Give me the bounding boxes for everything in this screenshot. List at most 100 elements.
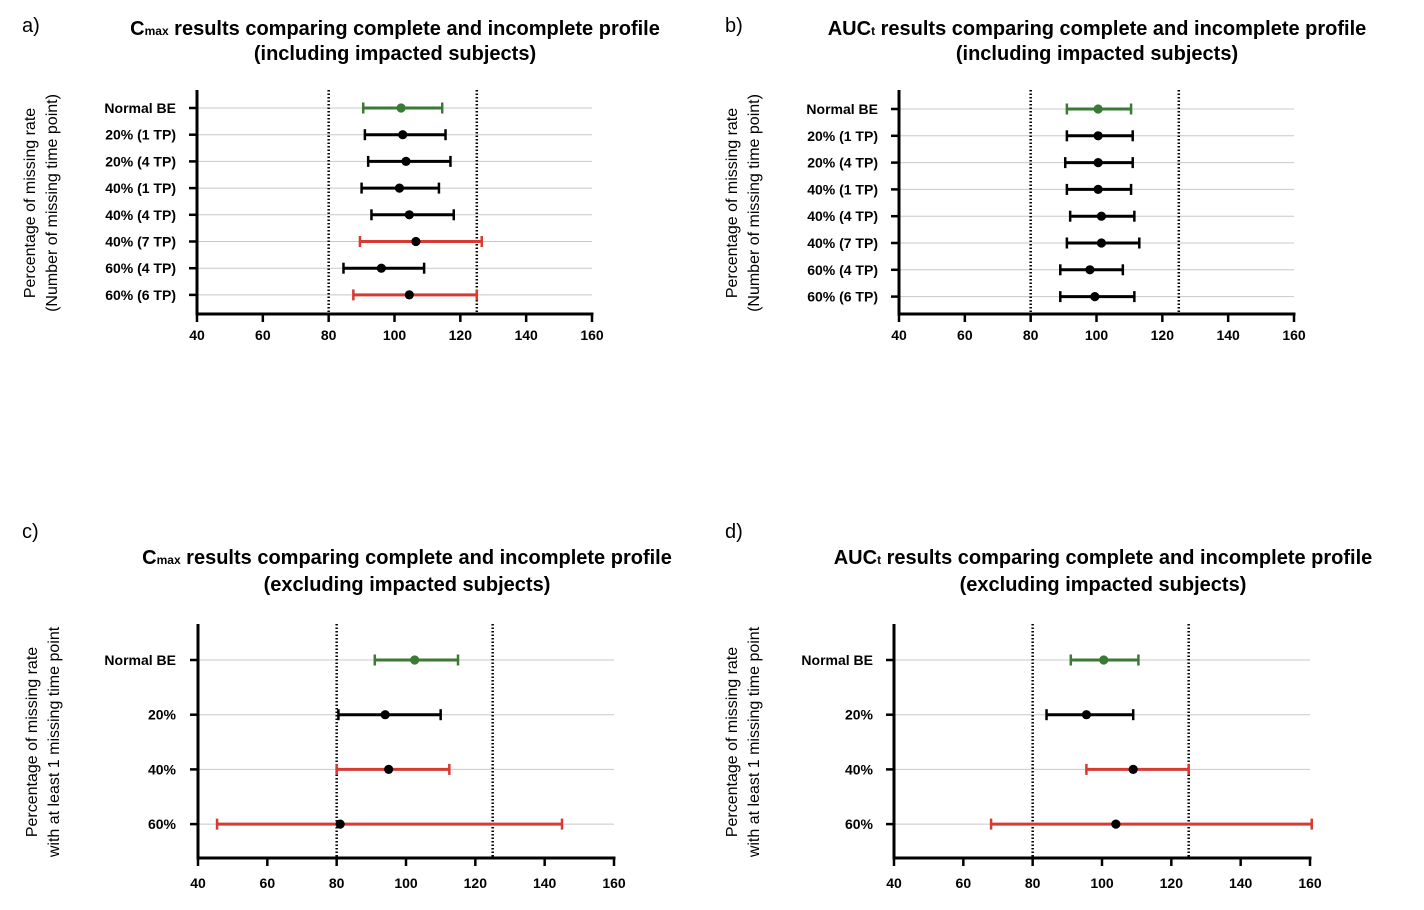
point-estimate <box>384 764 394 775</box>
category-label: 40% (4 TP) <box>807 208 878 224</box>
panel-label: a) <box>22 15 40 37</box>
category-label: 40% (1 TP) <box>105 180 176 196</box>
category-label: 40% (7 TP) <box>807 235 878 251</box>
point-estimate <box>1128 764 1138 775</box>
point-estimate <box>376 263 386 273</box>
category-label: 40% (7 TP) <box>105 234 176 250</box>
category-label: 20% (1 TP) <box>105 127 176 143</box>
x-tick-label: 100 <box>1085 327 1109 343</box>
point-estimate <box>404 290 414 300</box>
x-tick-label: 120 <box>449 327 473 343</box>
point-estimate <box>1096 211 1107 221</box>
x-tick-label: 60 <box>260 875 276 891</box>
x-tick-label: 140 <box>533 875 557 891</box>
point-estimate <box>380 710 390 720</box>
x-tick-label: 40 <box>190 875 206 891</box>
chart-panel-d: d) AUCt results comparing complete and in… <box>724 521 1372 891</box>
panel-label: d) <box>725 521 743 543</box>
x-tick-label: 120 <box>1151 327 1175 343</box>
chart-subtitle: (including impacted subjects) <box>254 43 536 65</box>
y-axis-label: Percentage of missing rate <box>724 108 741 298</box>
x-tick-label: 60 <box>956 875 972 891</box>
category-label: 60% <box>845 816 874 832</box>
point-estimate <box>398 130 408 140</box>
x-tick-label: 140 <box>514 327 538 343</box>
point-estimate <box>1096 238 1107 248</box>
category-label: 60% <box>148 816 177 832</box>
chart-title: Cmax results comparing complete and inco… <box>130 18 660 40</box>
category-label: 60% (6 TP) <box>105 287 176 303</box>
point-estimate <box>411 236 421 247</box>
category-label: 40% (4 TP) <box>105 207 176 223</box>
category-label: Normal BE <box>104 652 176 668</box>
point-estimate <box>410 655 420 665</box>
x-tick-label: 80 <box>1025 875 1041 891</box>
category-label: Normal BE <box>801 652 873 668</box>
x-tick-label: 120 <box>464 875 488 891</box>
chart-title: Cmax results comparing complete and inco… <box>142 547 672 569</box>
point-estimate <box>1099 655 1109 665</box>
panel-label: c) <box>22 521 39 543</box>
point-estimate <box>396 103 406 113</box>
point-estimate <box>1093 131 1103 141</box>
x-tick-label: 100 <box>383 327 407 343</box>
category-label: 20% (4 TP) <box>105 153 176 169</box>
category-label: Normal BE <box>104 100 176 116</box>
x-tick-label: 60 <box>255 327 271 343</box>
chart-panel-a: a) Cmax results comparing complete and in… <box>22 15 660 343</box>
point-estimate <box>394 183 405 193</box>
y-axis-label: with at least 1 missing time point <box>46 626 63 858</box>
x-tick-label: 80 <box>1023 327 1039 343</box>
category-label: 40% (1 TP) <box>807 181 878 197</box>
point-estimate <box>1093 104 1103 114</box>
point-estimate <box>1085 265 1095 275</box>
y-axis-label: with at least 1 missing time point <box>746 626 763 858</box>
panel-label: b) <box>725 15 743 37</box>
chart-title: AUCt results comparing complete and inco… <box>828 18 1367 40</box>
x-tick-label: 160 <box>1298 875 1322 891</box>
y-axis-label: Percentage of missing rate <box>22 108 39 298</box>
x-tick-label: 40 <box>891 327 907 343</box>
x-tick-label: 80 <box>329 875 345 891</box>
y-axis-label: (Number of missing time point) <box>746 94 763 312</box>
point-estimate <box>1111 819 1121 829</box>
x-tick-label: 60 <box>957 327 973 343</box>
category-label: 20% (4 TP) <box>807 155 878 171</box>
x-tick-label: 100 <box>394 875 418 891</box>
x-tick-label: 40 <box>886 875 902 891</box>
point-estimate <box>1093 184 1103 194</box>
category-label: 20% (1 TP) <box>807 128 878 144</box>
x-tick-label: 40 <box>189 327 205 343</box>
point-estimate <box>404 210 414 220</box>
x-tick-label: 160 <box>580 327 604 343</box>
category-label: 20% <box>845 707 874 723</box>
chart-panel-c: c) Cmax results comparing complete and in… <box>22 521 672 891</box>
x-tick-label: 140 <box>1229 875 1253 891</box>
x-tick-label: 120 <box>1160 875 1184 891</box>
y-axis-label: Percentage of missing rate <box>24 647 41 837</box>
point-estimate <box>335 819 345 829</box>
point-estimate <box>1081 710 1091 720</box>
y-axis-label: Percentage of missing rate <box>724 647 741 837</box>
category-label: 60% (4 TP) <box>105 260 176 276</box>
point-estimate <box>1093 158 1103 168</box>
x-tick-label: 140 <box>1216 327 1240 343</box>
chart-panel-b: b) AUCt results comparing complete and in… <box>724 15 1366 343</box>
chart-subtitle: (excluding impacted subjects) <box>264 574 551 596</box>
chart-subtitle: (including impacted subjects) <box>956 43 1238 65</box>
category-label: 40% <box>148 761 177 777</box>
category-label: Normal BE <box>806 101 878 117</box>
category-label: 20% <box>148 707 177 723</box>
point-estimate <box>1090 292 1100 302</box>
category-label: 40% <box>845 761 874 777</box>
chart-subtitle: (excluding impacted subjects) <box>960 574 1247 596</box>
chart-title: AUCt results comparing complete and inco… <box>834 547 1373 569</box>
y-axis-label: (Number of missing time point) <box>44 94 61 312</box>
category-label: 60% (6 TP) <box>807 289 878 305</box>
category-label: 60% (4 TP) <box>807 262 878 278</box>
x-tick-label: 100 <box>1090 875 1114 891</box>
point-estimate <box>401 156 411 166</box>
x-tick-label: 160 <box>1282 327 1306 343</box>
x-tick-label: 80 <box>321 327 337 343</box>
